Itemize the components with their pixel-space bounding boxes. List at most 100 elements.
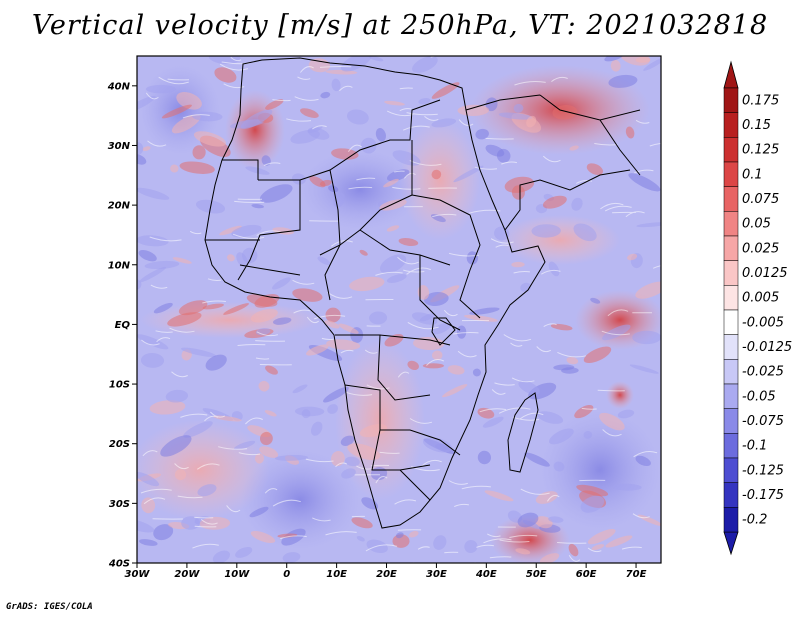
field-patch	[423, 292, 449, 306]
field-streak	[653, 265, 661, 269]
field-patch	[379, 199, 407, 211]
field-patch	[463, 314, 498, 322]
field-patch	[539, 553, 560, 563]
field-streak	[226, 505, 241, 513]
field-patch	[197, 484, 217, 497]
lat-tick-label: 40S	[108, 559, 130, 570]
field-patch	[251, 203, 264, 209]
lon-tick-label: 10W	[224, 569, 250, 580]
field-streak	[297, 76, 311, 80]
field-patch	[561, 367, 579, 374]
field-patch	[511, 185, 525, 200]
colorbar-label: -0.05	[742, 389, 776, 404]
field-patch	[192, 145, 206, 160]
field-patch	[422, 437, 453, 453]
field-patch	[347, 443, 381, 460]
field-streak	[474, 166, 498, 170]
field-streak	[142, 450, 158, 457]
field-patch	[301, 409, 311, 419]
field-streak	[453, 503, 470, 508]
field-patch	[433, 535, 447, 550]
field-patch	[511, 261, 525, 268]
field-streak	[509, 534, 538, 538]
field-patch	[137, 471, 160, 487]
field-patch	[259, 431, 273, 446]
field-patch	[411, 312, 438, 325]
field-patch	[513, 103, 524, 113]
field-streak	[312, 517, 331, 522]
field-patch	[398, 237, 419, 247]
field-patch	[235, 546, 253, 558]
field-patch	[264, 410, 277, 417]
field-patch	[338, 323, 359, 334]
field-patch	[359, 249, 368, 256]
field-patch	[629, 364, 659, 374]
field-streak	[219, 63, 249, 71]
colorbar: 0.175 0.15 0.125 0.1 0.075 0.05 0.025 0.0125 0.0…	[723, 60, 792, 556]
field-patch	[386, 274, 407, 283]
colorbar-label: 0.1	[742, 167, 763, 182]
field-streak	[366, 384, 390, 390]
field-patch	[208, 56, 241, 65]
field-patch	[272, 317, 292, 325]
field-patch	[635, 281, 661, 299]
colorbar-swatch	[723, 309, 739, 335]
field-streak	[197, 463, 220, 470]
field-streak	[458, 119, 474, 127]
field-streak	[587, 547, 602, 553]
field-patch	[583, 346, 612, 364]
field-streak	[633, 451, 658, 458]
field-streak	[345, 391, 373, 396]
colorbar-label: -0.005	[742, 315, 784, 330]
colorbar-bottom-arrow	[723, 531, 739, 556]
field-patch	[306, 344, 329, 356]
field-streak	[300, 66, 314, 73]
lon-tick-label: 40E	[475, 569, 497, 580]
field-streak	[483, 538, 512, 544]
field-patch	[327, 404, 339, 414]
field-patch	[464, 539, 478, 554]
field-streak	[312, 125, 327, 130]
field-patch	[515, 548, 531, 555]
field-streak	[511, 377, 535, 383]
field-patch	[550, 323, 573, 331]
field-streak	[256, 331, 279, 337]
field-patch	[431, 82, 460, 99]
field-streak	[280, 535, 307, 540]
field-streak	[394, 499, 417, 505]
field-streak	[256, 230, 281, 237]
field-streak	[444, 551, 459, 554]
field-patch	[431, 118, 457, 128]
field-streak	[234, 200, 265, 204]
field-streak	[448, 252, 479, 257]
field-streak	[406, 267, 431, 275]
grads-credit: GrADS: IGES/COLA	[6, 602, 93, 612]
field-patch	[569, 145, 579, 151]
colorbar-swatch	[723, 260, 739, 286]
field-streak	[255, 357, 270, 360]
field-streak	[169, 327, 195, 333]
field-patch	[466, 251, 479, 265]
field-patch	[176, 91, 202, 110]
field-streak	[404, 172, 416, 179]
colorbar-swatch	[723, 87, 739, 113]
field-patch	[174, 469, 187, 481]
field-streak	[263, 162, 281, 166]
colorbar-label: -0.1	[742, 439, 767, 454]
field-streak	[182, 114, 210, 119]
field-patch	[317, 256, 331, 265]
field-streak	[426, 358, 445, 366]
field-patch	[408, 530, 419, 538]
field-patch	[149, 400, 186, 415]
field-patch	[360, 137, 377, 154]
lat-tick-label: 10N	[108, 260, 131, 271]
field-streak	[397, 371, 410, 378]
colorbar-swatch	[723, 112, 739, 138]
country-borders	[204, 57, 641, 529]
field-patch	[526, 115, 537, 128]
field-patch	[261, 155, 271, 166]
field-patch	[138, 250, 157, 262]
field-streak	[171, 371, 188, 378]
colorbar-label: -0.125	[742, 463, 784, 478]
lon-tick-label: 10E	[326, 569, 347, 580]
